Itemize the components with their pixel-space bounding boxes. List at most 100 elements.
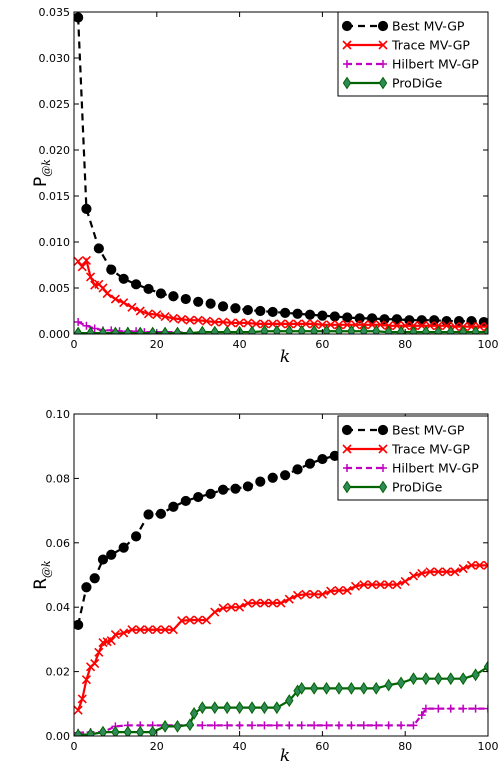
series-trace-mv-gp-point xyxy=(334,320,344,330)
legend-marker xyxy=(378,40,388,50)
series-best-mv-gp-point xyxy=(168,291,179,302)
series-trace-mv-gp-point xyxy=(433,321,443,331)
series-prodige-point xyxy=(74,326,83,334)
legend-marker xyxy=(342,444,352,454)
x-tick-label: 40 xyxy=(233,338,247,351)
legend-label: Best MV-GP xyxy=(392,19,465,34)
y-axis-label-subscript: @k xyxy=(40,560,53,578)
series-prodige-point xyxy=(185,326,195,334)
legend-marker xyxy=(341,20,353,32)
y-axis-label: P@k xyxy=(31,159,53,187)
legend-item: Hilbert MV-GP xyxy=(343,461,479,476)
series-trace-mv-gp-point xyxy=(152,310,162,320)
series-trace-mv-gp-point xyxy=(110,630,120,640)
series-prodige-point xyxy=(260,701,269,715)
legend-marker xyxy=(343,464,351,472)
series-prodige-point xyxy=(309,681,319,695)
series-best-mv-gp-point xyxy=(143,509,154,520)
series-trace-mv-gp-point xyxy=(350,581,361,591)
series-trace-mv-gp-point xyxy=(127,302,137,312)
series-best-mv-gp-point xyxy=(217,301,229,312)
series-best-mv-gp-point xyxy=(106,549,117,560)
legend-label: Best MV-GP xyxy=(392,423,465,438)
series-prodige-point xyxy=(198,325,207,334)
y-tick-label: 0.02 xyxy=(46,666,71,679)
y-axis-label-main: R xyxy=(31,578,51,590)
x-axis-label: k xyxy=(280,347,290,367)
series-prodige-point xyxy=(446,325,455,334)
series-best-mv-gp-line xyxy=(77,17,484,324)
series-trace-mv-gp-point xyxy=(408,321,419,331)
series-prodige-point xyxy=(334,681,344,695)
series-prodige-point xyxy=(384,678,393,692)
series-trace-mv-gp-point xyxy=(276,319,286,329)
y-tick-label: 0.015 xyxy=(39,190,71,203)
series-prodige-point xyxy=(272,701,282,715)
series-hilbert-mv-gp-point xyxy=(260,721,269,730)
series-trace-mv-gp-point xyxy=(334,585,344,596)
series-best-mv-gp-point xyxy=(131,279,142,290)
series-trace-mv-gp xyxy=(74,560,488,715)
series-trace-mv-gp-point xyxy=(193,615,203,625)
series-trace-mv-gp-point xyxy=(417,568,427,578)
series-prodige-point xyxy=(297,681,306,695)
legend-label: ProDiGe xyxy=(392,76,443,91)
series-trace-mv-gp-line xyxy=(77,564,488,711)
series-trace-mv-gp-point xyxy=(193,315,203,325)
series-trace-mv-gp-point xyxy=(85,272,96,282)
legend-item: Trace MV-GP xyxy=(342,442,470,457)
y-tick-label: 0.005 xyxy=(39,282,71,295)
series-hilbert-mv-gp-point xyxy=(347,721,356,730)
series-trace-mv-gp-point xyxy=(102,288,112,299)
x-tick-label: 80 xyxy=(398,338,412,351)
series-trace-mv-gp-point xyxy=(317,589,327,599)
series-best-mv-gp-point xyxy=(118,542,129,553)
series-trace-mv-gp-point xyxy=(98,283,108,293)
series-prodige-point xyxy=(359,681,368,695)
series-trace-mv-gp-point xyxy=(292,319,303,329)
plot-frame xyxy=(73,11,489,335)
series-best-mv-gp-point xyxy=(89,573,100,584)
series-prodige-point xyxy=(136,725,145,736)
recall-chart: 0 20 40 60 80 100 0.00 0.02 0.04 0.06 0.08 0.10 k R@k… xyxy=(31,408,499,764)
series-prodige-point xyxy=(148,326,157,334)
series-best-mv-gp-point xyxy=(379,314,390,325)
y-tick-label: 0.06 xyxy=(46,537,71,550)
series-best-mv-gp-point xyxy=(342,312,353,323)
x-tick-label: 0 xyxy=(71,338,78,351)
series-prodige-point xyxy=(285,324,294,334)
series-trace-mv-gp-point xyxy=(201,316,212,326)
y-tick-label: 0.04 xyxy=(46,601,71,614)
series-trace-mv-gp-point xyxy=(135,306,145,316)
y-tick-label: 0.00 xyxy=(46,730,71,743)
x-tick-label: 20 xyxy=(150,338,164,351)
series-trace-mv-gp-point xyxy=(259,319,270,329)
series-trace-mv-gp-point xyxy=(210,317,220,327)
series-trace-mv-gp-point xyxy=(292,590,303,600)
series-trace-mv-gp-point xyxy=(392,580,402,590)
series-prodige-point xyxy=(309,324,319,334)
series-best-mv-gp-point xyxy=(255,476,266,487)
legend-marker xyxy=(343,60,351,68)
series-best-mv-gp-point xyxy=(404,315,415,326)
series-hilbert-mv-gp-point xyxy=(417,711,426,720)
series-trace-mv-gp-point xyxy=(74,705,83,715)
y-axis-label: R@k xyxy=(31,560,53,590)
series-trace-mv-gp-point xyxy=(259,598,270,608)
legend-marker xyxy=(342,76,352,90)
series-prodige-point xyxy=(347,324,356,334)
series-hilbert-mv-gp-point xyxy=(459,704,468,713)
legend-marker xyxy=(378,480,388,494)
series-trace-mv-gp-point xyxy=(466,560,477,570)
series-prodige-point xyxy=(434,325,443,334)
series-hilbert-mv-gp-point xyxy=(409,721,418,730)
series-best-mv-gp-point xyxy=(131,531,142,542)
series-trace-mv-gp-point xyxy=(201,615,212,625)
series-prodige-point xyxy=(483,325,488,334)
series-prodige-point xyxy=(396,676,406,690)
series-best-mv-gp-point xyxy=(205,488,216,499)
series-best-mv-gp-point xyxy=(155,508,167,519)
legend-item: ProDiGe xyxy=(342,480,443,495)
series-trace-mv-gp-point xyxy=(81,675,91,685)
